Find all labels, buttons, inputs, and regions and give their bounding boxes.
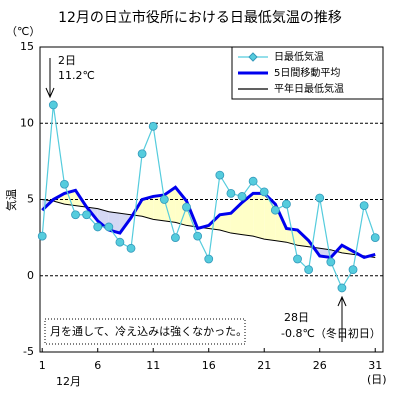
point bbox=[37, 231, 47, 241]
y-label: 気温 bbox=[4, 189, 18, 211]
point bbox=[282, 199, 291, 209]
fill-area bbox=[219, 213, 231, 234]
arrow-head bbox=[337, 295, 347, 307]
y-unit: （℃） bbox=[6, 25, 40, 38]
point bbox=[304, 265, 314, 275]
point bbox=[126, 243, 136, 253]
annotation: -0.8℃（冬日初日） bbox=[281, 326, 381, 340]
x-tick-label: 6 bbox=[94, 359, 101, 372]
annotation-max: 2日 11.2℃ bbox=[45, 54, 95, 99]
point bbox=[171, 233, 180, 243]
point bbox=[215, 170, 225, 180]
y-tick-label: -5 bbox=[23, 345, 34, 358]
point bbox=[104, 222, 114, 232]
point bbox=[326, 257, 336, 267]
y-tick-label: 15 bbox=[20, 40, 34, 53]
point bbox=[82, 210, 92, 220]
plot-frame bbox=[39, 46, 384, 353]
point bbox=[204, 254, 214, 264]
point bbox=[248, 176, 258, 186]
fill-area bbox=[253, 193, 265, 240]
annotation: 2日 bbox=[58, 54, 76, 67]
fill-area bbox=[142, 196, 154, 220]
point bbox=[359, 201, 369, 211]
annotation: 11.2℃ bbox=[58, 69, 95, 82]
point bbox=[237, 192, 247, 201]
arrow-head bbox=[45, 87, 55, 99]
legend-label: 平年日最低気温 bbox=[274, 82, 344, 95]
fill-area bbox=[242, 193, 254, 237]
legend-label: 日最低気温 bbox=[274, 50, 324, 63]
legend-marker bbox=[248, 52, 258, 62]
plot-area bbox=[37, 46, 384, 353]
x-tick-label: 31 bbox=[368, 359, 382, 372]
series-line bbox=[42, 199, 376, 258]
series-line bbox=[41, 185, 376, 260]
point bbox=[60, 179, 69, 189]
point bbox=[137, 149, 147, 159]
y-tick-label: 0 bbox=[27, 269, 34, 282]
legend-label: 5日間移動平均 bbox=[274, 66, 340, 79]
point bbox=[93, 222, 103, 232]
fill-area bbox=[286, 228, 298, 246]
x-tick-label: 21 bbox=[257, 359, 271, 372]
chart-title: 12月の日立市役所における日最低気温の推移 bbox=[58, 9, 342, 26]
note-box bbox=[44, 318, 246, 345]
point bbox=[337, 283, 347, 293]
point bbox=[182, 202, 191, 212]
point bbox=[115, 237, 125, 247]
annotation: 28日 bbox=[284, 311, 309, 324]
point bbox=[270, 205, 280, 215]
point bbox=[148, 121, 158, 131]
x-tick-label: 16 bbox=[202, 359, 216, 372]
annotation-min: 28日 -0.8℃（冬日初日） bbox=[281, 295, 381, 342]
point bbox=[370, 233, 380, 243]
x-tick-label: 26 bbox=[313, 359, 327, 372]
point bbox=[226, 188, 236, 198]
fill-area bbox=[230, 202, 243, 235]
fill-area bbox=[164, 187, 176, 223]
annotation: 月を通して、冷え込みは強くなかった。 bbox=[50, 325, 247, 338]
x-tick-label: 11 bbox=[146, 359, 160, 372]
point bbox=[193, 231, 203, 241]
y-tick-label: 5 bbox=[27, 193, 34, 206]
point bbox=[293, 254, 302, 264]
point bbox=[48, 100, 58, 110]
point bbox=[259, 187, 269, 197]
x-month: 12月 bbox=[56, 375, 81, 388]
point bbox=[71, 210, 80, 220]
x-tick-label: 1 bbox=[39, 359, 46, 372]
point bbox=[348, 265, 358, 275]
y-tick-label: 10 bbox=[20, 116, 34, 129]
x-unit: (日) bbox=[367, 373, 387, 386]
point bbox=[159, 195, 169, 204]
point bbox=[315, 193, 325, 203]
